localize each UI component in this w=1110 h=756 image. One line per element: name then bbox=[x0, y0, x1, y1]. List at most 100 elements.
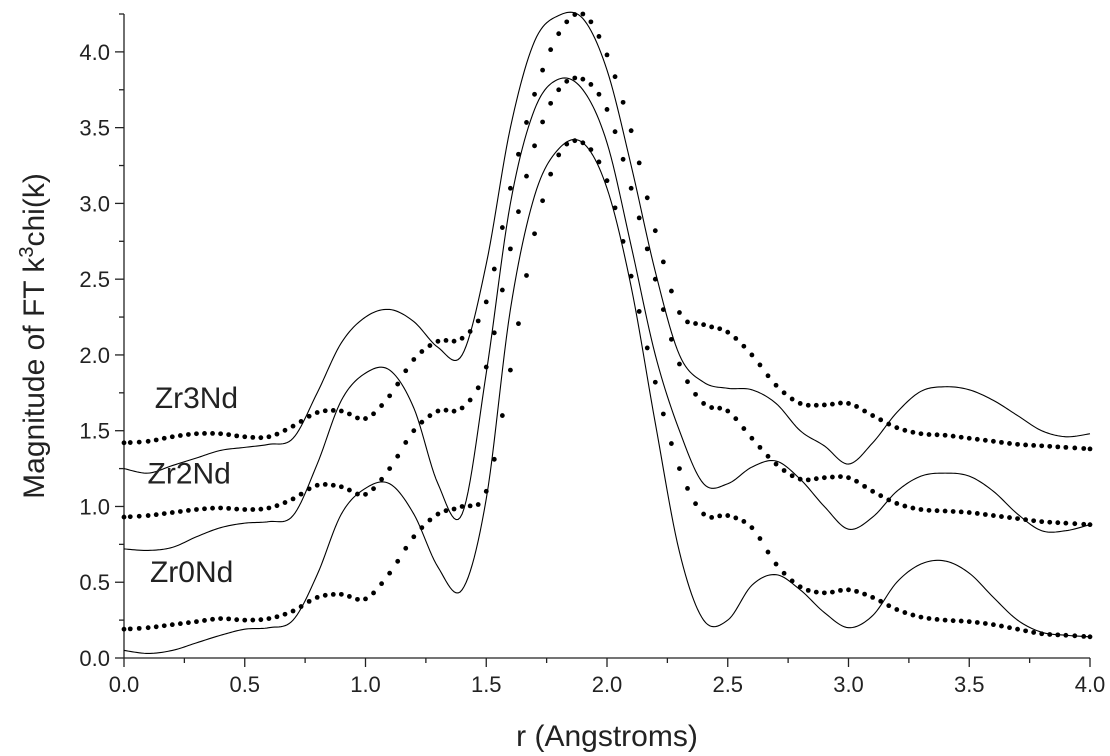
data-point-Zr3Nd bbox=[282, 427, 288, 433]
data-point-Zr0Nd bbox=[1007, 625, 1012, 631]
data-point-Zr0Nd bbox=[403, 545, 409, 551]
data-point-Zr3Nd bbox=[982, 437, 988, 443]
data-point-Zr2Nd bbox=[363, 491, 368, 497]
data-point-Zr0Nd bbox=[588, 147, 594, 152]
data-point-Zr0Nd bbox=[974, 620, 980, 625]
data-point-Zr0Nd bbox=[427, 517, 433, 523]
data-point-Zr2Nd bbox=[991, 513, 996, 518]
data-point-Zr2Nd bbox=[644, 246, 650, 252]
data-point-Zr3Nd bbox=[169, 434, 175, 440]
data-point-Zr2Nd bbox=[773, 461, 779, 467]
data-point-Zr2Nd bbox=[797, 476, 803, 482]
data-point-Zr2Nd bbox=[127, 514, 133, 520]
data-point-Zr2Nd bbox=[564, 78, 570, 84]
data-point-Zr3Nd bbox=[411, 357, 417, 362]
data-point-Zr0Nd bbox=[966, 619, 972, 625]
data-point-Zr2Nd bbox=[781, 468, 787, 473]
data-point-Zr0Nd bbox=[918, 614, 924, 620]
data-point-Zr0Nd bbox=[379, 581, 384, 587]
data-point-Zr3Nd bbox=[693, 321, 698, 326]
data-point-Zr0Nd bbox=[250, 617, 256, 623]
data-point-Zr2Nd bbox=[894, 501, 900, 506]
data-point-Zr3Nd bbox=[491, 266, 497, 272]
labels-layer: Zr3Nd Zr2Nd Zr0Nd bbox=[148, 382, 239, 589]
data-point-Zr0Nd bbox=[717, 513, 723, 519]
data-point-Zr0Nd bbox=[1023, 628, 1028, 634]
data-point-Zr3Nd bbox=[926, 432, 932, 437]
data-point-Zr0Nd bbox=[805, 587, 811, 593]
data-point-Zr3Nd bbox=[564, 19, 570, 25]
data-point-Zr3Nd bbox=[338, 408, 344, 414]
data-point-Zr0Nd bbox=[669, 441, 674, 446]
series-layer bbox=[121, 11, 1093, 655]
data-point-Zr3Nd bbox=[403, 368, 409, 374]
data-point-Zr2Nd bbox=[483, 364, 489, 370]
data-point-Zr0Nd bbox=[363, 596, 368, 602]
data-point-Zr0Nd bbox=[709, 515, 715, 520]
data-point-Zr0Nd bbox=[958, 618, 964, 624]
data-point-Zr3Nd bbox=[363, 416, 368, 421]
data-point-Zr2Nd bbox=[604, 107, 610, 112]
data-point-Zr3Nd bbox=[1081, 446, 1087, 451]
data-point-Zr2Nd bbox=[596, 91, 602, 97]
data-point-Zr2Nd bbox=[685, 379, 690, 385]
data-point-Zr2Nd bbox=[371, 486, 376, 492]
data-point-Zr3Nd bbox=[862, 408, 867, 414]
data-point-Zr2Nd bbox=[1087, 522, 1093, 528]
data-point-Zr2Nd bbox=[395, 453, 401, 459]
data-point-Zr3Nd bbox=[999, 439, 1004, 445]
data-point-Zr0Nd bbox=[475, 502, 481, 507]
data-point-Zr3Nd bbox=[210, 431, 215, 436]
data-point-Zr0Nd bbox=[136, 625, 142, 631]
data-point-Zr3Nd bbox=[427, 343, 433, 348]
series-Zr0Nd bbox=[121, 138, 1093, 655]
y-tick-label: 0.5 bbox=[79, 570, 110, 595]
data-point-Zr0Nd bbox=[355, 596, 360, 602]
y-tick-label: 4.0 bbox=[79, 40, 110, 65]
x-axis-title: r (Angstroms) bbox=[516, 720, 698, 753]
data-point-Zr0Nd bbox=[1015, 626, 1020, 632]
data-point-Zr3Nd bbox=[757, 362, 763, 368]
data-point-Zr0Nd bbox=[652, 379, 658, 385]
data-point-Zr2Nd bbox=[290, 496, 296, 502]
data-point-Zr2Nd bbox=[532, 143, 537, 149]
data-point-Zr3Nd bbox=[628, 128, 634, 134]
data-point-Zr3Nd bbox=[669, 288, 674, 294]
data-point-Zr0Nd bbox=[902, 610, 908, 615]
data-point-Zr0Nd bbox=[153, 624, 159, 630]
data-point-Zr3Nd bbox=[121, 440, 127, 446]
data-point-Zr0Nd bbox=[161, 623, 167, 629]
data-point-Zr3Nd bbox=[942, 432, 948, 438]
y-axis-title: Magnitude of FT k3chi(k) bbox=[16, 173, 51, 499]
data-point-Zr0Nd bbox=[934, 616, 940, 622]
data-point-Zr3Nd bbox=[250, 434, 256, 440]
data-point-Zr0Nd bbox=[1087, 634, 1093, 640]
data-point-Zr2Nd bbox=[258, 506, 264, 512]
y-tick-label: 2.5 bbox=[79, 267, 110, 292]
data-point-Zr0Nd bbox=[435, 511, 441, 517]
data-point-Zr2Nd bbox=[548, 100, 554, 106]
data-point-Zr2Nd bbox=[805, 477, 811, 483]
data-point-Zr2Nd bbox=[314, 482, 320, 488]
fit-line-Zr3Nd bbox=[123, 11, 1091, 474]
data-point-Zr2Nd bbox=[1015, 516, 1020, 521]
data-point-Zr0Nd bbox=[580, 140, 586, 146]
data-point-Zr3Nd bbox=[894, 425, 900, 431]
data-point-Zr0Nd bbox=[556, 152, 562, 158]
data-point-Zr0Nd bbox=[127, 626, 133, 632]
data-point-Zr2Nd bbox=[652, 276, 658, 282]
data-point-Zr0Nd bbox=[660, 411, 666, 417]
data-point-Zr3Nd bbox=[918, 431, 924, 437]
data-point-Zr2Nd bbox=[145, 513, 151, 518]
data-point-Zr0Nd bbox=[797, 584, 803, 590]
data-point-Zr0Nd bbox=[910, 612, 916, 618]
data-point-Zr3Nd bbox=[910, 429, 916, 435]
data-point-Zr0Nd bbox=[685, 486, 690, 491]
data-point-Zr3Nd bbox=[821, 402, 827, 408]
data-point-Zr0Nd bbox=[894, 607, 900, 612]
data-point-Zr2Nd bbox=[234, 506, 240, 512]
data-point-Zr3Nd bbox=[1015, 441, 1020, 447]
data-point-Zr3Nd bbox=[838, 400, 843, 406]
x-tick-label: 1.0 bbox=[350, 672, 381, 697]
data-point-Zr3Nd bbox=[636, 160, 642, 166]
